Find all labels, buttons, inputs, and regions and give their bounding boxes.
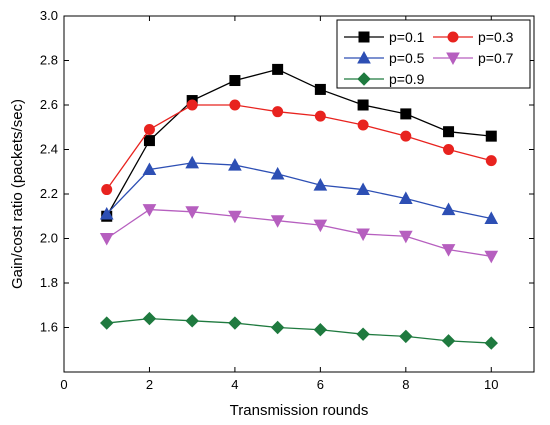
- data-point: [314, 83, 326, 95]
- data-point: [443, 126, 455, 138]
- x-tick-label: 0: [60, 377, 67, 392]
- x-axis-label: Transmission rounds: [230, 402, 369, 419]
- data-point: [356, 228, 370, 242]
- data-point: [441, 334, 456, 348]
- legend-entry: p=0.9: [344, 71, 425, 87]
- legend-marker: [357, 72, 371, 86]
- data-point: [272, 63, 284, 75]
- series-3: [99, 155, 499, 224]
- data-point: [313, 219, 328, 233]
- legend-label: p=0.5: [389, 50, 425, 66]
- legend-label: p=0.3: [478, 29, 514, 45]
- data-point: [484, 211, 499, 224]
- y-tick-label: 2.8: [40, 53, 58, 68]
- data-point: [400, 130, 412, 142]
- data-point: [398, 230, 413, 244]
- data-point: [443, 144, 455, 155]
- legend-label: p=0.9: [389, 71, 425, 87]
- series-line: [106, 68, 492, 217]
- y-axis-label: Gain/cost ratio (packets/sec): [9, 99, 26, 289]
- legend: p=0.1 p=0.3 p=0.5 p=0.7 p=0.9: [336, 19, 531, 89]
- legend-marker: [447, 31, 459, 43]
- legend-entry: p=0.3: [433, 29, 514, 45]
- legend-marker: [357, 50, 371, 64]
- data-point: [398, 191, 413, 204]
- y-tick-label: 2.4: [40, 142, 58, 157]
- data-point: [357, 99, 369, 111]
- series-5: [100, 311, 498, 350]
- data-point: [185, 155, 200, 169]
- data-point: [314, 110, 326, 122]
- data-point: [270, 166, 285, 180]
- data-point: [142, 162, 157, 176]
- data-point: [185, 206, 200, 219]
- data-point: [143, 135, 155, 147]
- data-point: [441, 202, 456, 216]
- series-layer: [99, 63, 499, 350]
- x-tick-label: 2: [146, 377, 153, 392]
- data-point: [228, 316, 242, 330]
- legend-marker: [358, 31, 370, 43]
- legend-label: p=0.1: [389, 29, 425, 45]
- data-point: [228, 158, 242, 171]
- data-point: [101, 184, 113, 196]
- data-point: [228, 210, 242, 224]
- data-point: [441, 244, 456, 257]
- data-point: [142, 311, 157, 326]
- legend-entry: p=0.7: [433, 50, 514, 66]
- legend-entry: p=0.5: [344, 50, 425, 66]
- legend-marker: [446, 52, 460, 66]
- legend-label: p=0.7: [478, 50, 514, 66]
- series-4: [99, 204, 499, 264]
- data-point: [272, 106, 284, 118]
- x-tick-label: 10: [484, 377, 498, 392]
- data-point: [356, 327, 370, 341]
- data-point: [186, 99, 198, 111]
- y-tick-label: 2.0: [40, 231, 58, 246]
- data-point: [313, 178, 328, 191]
- data-point: [484, 336, 498, 350]
- y-tick-label: 1.8: [40, 275, 58, 290]
- series-line: [106, 104, 492, 190]
- series-line: [106, 162, 492, 220]
- y-tick-label: 3.0: [40, 8, 58, 23]
- x-tick-label: 4: [231, 377, 238, 392]
- data-point: [485, 155, 497, 167]
- data-point: [400, 108, 412, 120]
- data-point: [399, 329, 413, 344]
- data-point: [356, 182, 370, 196]
- data-point: [143, 123, 155, 135]
- legend-entry: p=0.1: [344, 29, 425, 45]
- data-point: [142, 204, 157, 217]
- y-tick-label: 2.2: [40, 186, 58, 201]
- data-point: [270, 215, 285, 228]
- data-point: [357, 119, 369, 131]
- data-point: [313, 323, 328, 337]
- y-tick-label: 2.6: [40, 97, 58, 112]
- data-point: [229, 99, 241, 111]
- data-point: [229, 75, 241, 87]
- data-point: [270, 320, 285, 335]
- data-point: [185, 314, 199, 328]
- data-point: [485, 130, 497, 142]
- series-2: [101, 99, 497, 196]
- legend-items: p=0.1 p=0.3 p=0.5 p=0.7 p=0.9: [344, 29, 514, 87]
- data-point: [99, 206, 114, 220]
- y-tick-label: 1.6: [40, 320, 58, 335]
- series-line: [106, 317, 492, 344]
- data-point: [99, 233, 114, 246]
- data-point: [100, 316, 114, 330]
- series-line: [106, 208, 492, 257]
- x-tick-label: 8: [402, 377, 409, 392]
- legend-frame: [336, 19, 531, 89]
- x-tick-label: 6: [317, 377, 324, 392]
- data-point: [484, 250, 499, 264]
